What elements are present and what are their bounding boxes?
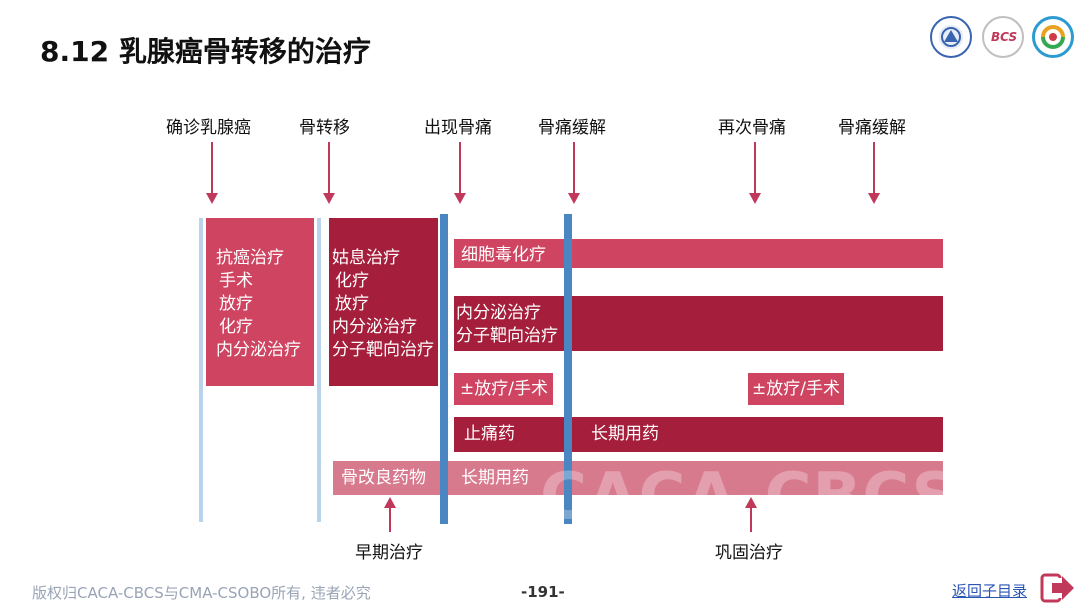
anticancer-radiotherapy: 放疗	[219, 294, 253, 314]
arrow-head-early-treatment	[384, 497, 396, 508]
timeline-pain-relief	[564, 214, 572, 524]
stage-label-bone-pain: 出现骨痛	[424, 118, 492, 138]
anticancer-chemotherapy: 化疗	[219, 317, 253, 337]
label-consolidation: 巩固治疗	[715, 543, 783, 563]
stage-label-recurrent-pain: 再次骨痛	[718, 118, 786, 138]
label-early-treatment: 早期治疗	[355, 543, 423, 563]
palliative-block: 姑息治疗 化疗 放疗 内分泌治疗 分子靶向治疗	[329, 218, 438, 386]
anticancer-endocrine: 内分泌治疗	[216, 340, 301, 360]
arrow-recurrent-pain	[754, 142, 756, 194]
anticancer-heading: 抗癌治疗	[216, 248, 284, 268]
arrow-early-treatment	[389, 507, 391, 532]
radio-surgery-box-1: ±放疗/手术	[454, 373, 553, 405]
radio-surgery-label-2: ±放疗/手术	[752, 379, 840, 399]
palliative-chemotherapy: 化疗	[335, 271, 369, 291]
palliative-radiotherapy: 放疗	[335, 294, 369, 314]
bone-modifier-bar: 骨改良药物 长期用药	[333, 461, 943, 495]
arrow-head-consolidation	[745, 497, 757, 508]
bcs-logo: BCS	[982, 16, 1024, 58]
timeline-metastasis	[317, 218, 321, 522]
page-number: -191-	[521, 583, 565, 601]
palliative-heading: 姑息治疗	[332, 248, 400, 268]
timeline-bone-pain	[440, 214, 448, 524]
back-arrow-icon[interactable]	[1040, 572, 1076, 608]
bone-modifier-label: 骨改良药物	[341, 468, 426, 488]
arrow-head-recurrent-pain	[749, 193, 761, 204]
arrow-metastasis	[328, 142, 330, 194]
copyright-text: 版权归CACA-CBCS与CMA-CSOBO所有, 违者必究	[32, 584, 371, 602]
arrow-bone-pain	[459, 142, 461, 194]
stage-label-bone-metastasis: 骨转移	[299, 118, 350, 138]
palliative-targeted: 分子靶向治疗	[332, 340, 434, 360]
chemo-bar: 细胞毒化疗	[454, 239, 943, 268]
analgesic-label: 止痛药	[464, 424, 515, 444]
analgesic-longterm-label: 长期用药	[591, 424, 659, 444]
csobo-logo-icon	[1032, 16, 1074, 58]
caca-logo-icon	[930, 16, 972, 58]
arrow-pain-relief-2	[873, 142, 875, 194]
timeline-diagnosis	[199, 218, 203, 522]
arrow-head-pain-relief-2	[868, 193, 880, 204]
stage-label-diagnosis: 确诊乳腺癌	[166, 118, 251, 138]
radio-surgery-label-1: ±放疗/手术	[460, 379, 548, 399]
arrow-pain-relief	[573, 142, 575, 194]
endocrine-label: 内分泌治疗	[456, 303, 541, 323]
radio-surgery-box-2: ±放疗/手术	[748, 373, 844, 405]
arrow-consolidation	[750, 507, 752, 532]
bcs-logo-text: BCS	[991, 30, 1018, 44]
back-to-subdirectory-link[interactable]: 返回子目录	[952, 582, 1028, 600]
targeted-label: 分子靶向治疗	[456, 326, 558, 346]
page-title: 8.12 乳腺癌骨转移的治疗	[40, 35, 371, 68]
stage-label-pain-relief: 骨痛缓解	[538, 118, 606, 138]
palliative-endocrine: 内分泌治疗	[332, 317, 417, 337]
analgesic-bar: 止痛药 长期用药	[454, 417, 943, 452]
bone-modifier-longterm-label: 长期用药	[461, 468, 529, 488]
arrow-head-pain-relief	[568, 193, 580, 204]
arrow-head-bone-pain	[454, 193, 466, 204]
arrow-head-metastasis	[323, 193, 335, 204]
arrow-diagnosis	[211, 142, 213, 194]
anticancer-surgery: 手术	[219, 271, 253, 291]
endocrine-bar: 内分泌治疗 分子靶向治疗	[454, 296, 943, 351]
anticancer-block: 抗癌治疗 手术 放疗 化疗 内分泌治疗	[206, 218, 314, 386]
arrow-head-diagnosis	[206, 193, 218, 204]
stage-label-pain-relief-2: 骨痛缓解	[838, 118, 906, 138]
chemo-label: 细胞毒化疗	[461, 245, 546, 265]
